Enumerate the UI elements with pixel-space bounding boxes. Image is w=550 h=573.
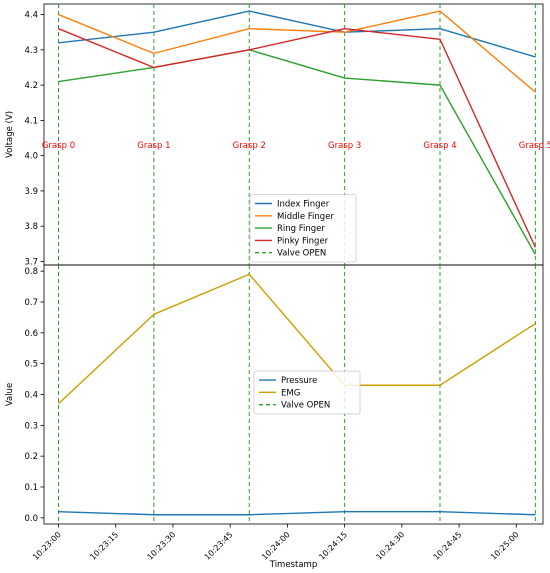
chart-0-annotation-grasp-2: Grasp 2	[233, 141, 266, 151]
chart-0-legend-box	[249, 194, 357, 263]
chart-0-y-axis-label: Voltage (V)	[5, 111, 15, 158]
chart-0-annotation-grasp-3: Grasp 3	[328, 141, 361, 151]
chart-1-y-tick-label: 0.1	[24, 483, 38, 493]
chart-1-y-tick-label: 0.4	[24, 391, 38, 401]
chart-1-legend-label-pressure: Pressure	[281, 376, 317, 386]
chart-1-y-tick-label: 0.8	[24, 267, 38, 277]
chart-1-series-pressure	[58, 510, 536, 516]
chart-0-legend-label-valve-open: Valve OPEN	[277, 249, 326, 259]
chart-1-y-axis-label: Value	[5, 383, 15, 406]
chart-0-legend-label-middle-finger: Middle Finger	[277, 212, 334, 222]
chart-0-series-index-finger	[58, 10, 536, 58]
chart-0-series-ring-finger	[58, 49, 536, 255]
voltage-panel: 3.7 3.8 3.9 4.0 4.1 4.2 4.3 4.4 Voltage (V) Grasp…	[5, 3, 550, 267]
chart-1-y-tick-label: 0.6	[24, 329, 38, 339]
chart-1-legend: Pressure EMG Valve OPEN	[253, 370, 361, 415]
chart-0-y-tick-label: 3.8	[24, 222, 38, 232]
chart-0-series-pinky-finger	[58, 27, 537, 248]
chart-1-x-axis-label: Timestamp	[269, 560, 317, 570]
chart-0-legend-label-index-finger: Index Finger	[277, 200, 330, 210]
chart-1-y-tick-label: 0.2	[24, 452, 38, 462]
chart-1-y-tick-label: 0.5	[24, 360, 38, 370]
chart-1-legend-box	[253, 370, 361, 415]
chart-0-y-tick-label: 4.2	[24, 81, 38, 91]
chart-0-legend-label-pinky-finger: Pinky Finger	[277, 236, 329, 246]
chart-1-legend-label-valve-open: Valve OPEN	[281, 401, 330, 411]
chart-0-y-tick-label: 3.7	[24, 257, 38, 267]
chart-0-series-middle-finger	[58, 10, 536, 93]
chart-1-y-tick-label: 0.7	[24, 298, 38, 308]
chart-0-annotation-grasp-0: Grasp 0	[42, 141, 75, 151]
chart-0-annotation-grasp-4: Grasp 4	[423, 141, 456, 151]
chart-0-y-tick-label: 4.4	[24, 11, 38, 21]
chart-0-legend-label-ring-finger: Ring Finger	[277, 224, 325, 234]
chart-0-annotation-grasp-1: Grasp 1	[137, 141, 170, 151]
chart-1-y-tick-label: 0.3	[24, 421, 38, 431]
chart-0-annotation-grasp-5: Grasp 5	[519, 141, 550, 151]
chart-0-y-tick-label: 4.0	[24, 152, 38, 162]
chart-0-y-tick-label: 3.9	[24, 187, 38, 197]
chart-0-y-tick-label: 4.1	[24, 116, 38, 126]
chart-1-series-emg	[58, 273, 536, 405]
chart-0-legend: Index Finger Middle Finger Ring Finger Pink…	[249, 194, 357, 263]
chart-1-legend-label-emg: EMG	[281, 388, 300, 398]
chart-1-y-tick-label: 0.0	[24, 514, 38, 524]
chart-0-y-tick-label: 4.3	[24, 46, 38, 56]
